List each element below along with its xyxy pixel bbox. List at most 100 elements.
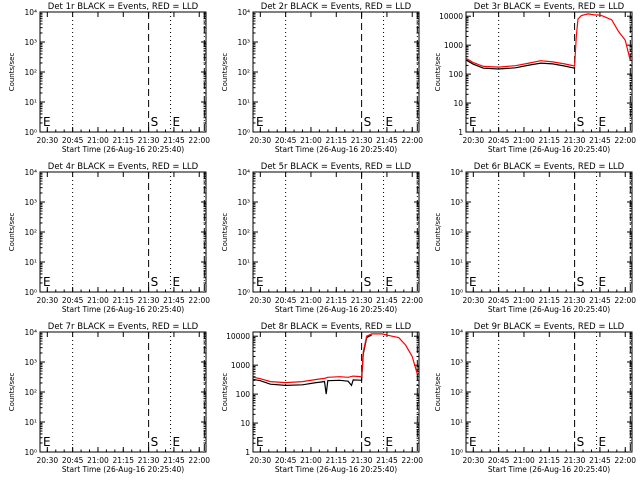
left-marker-label: E [469,115,477,129]
y-tick-label: 10¹ [237,258,250,267]
y-axis-label: Counts/sec [8,213,16,252]
left-marker-label: E [469,275,477,289]
chart-panel: Det 7r BLACK = Events, RED = LLD 10⁰ 10¹ 10… [8,322,210,474]
start-marker-label: S [364,435,372,449]
x-tick-label: 22:00 [188,136,210,145]
y-tick-label: 100 [236,390,251,399]
x-tick-label: 22:00 [188,296,210,305]
x-tick-label: 20:30 [250,296,272,305]
y-tick-label: 10³ [237,198,250,207]
start-marker-label: S [577,275,585,289]
start-marker-label: S [577,115,585,129]
chart-title: Det 5r BLACK = Events, RED = LLD [261,162,412,172]
lld-series-line [253,333,418,384]
chart-title: Det 4r BLACK = Events, RED = LLD [48,162,199,172]
y-tick-label: 10¹ [24,98,37,107]
y-tick-label: 10² [450,388,463,397]
chart-panel: Det 6r BLACK = Events, RED = LLD 10⁰ 10¹ 10… [434,162,636,314]
x-tick-label: 21:30 [564,456,586,465]
x-tick-label: 20:45 [62,136,84,145]
end-marker-label: E [386,275,394,289]
y-tick-label: 10⁰ [450,288,463,297]
end-marker-label: E [173,435,181,449]
plot-frame [465,11,633,133]
start-marker-label: S [151,275,159,289]
chart-panel: Det 4r BLACK = Events, RED = LLD 10⁰ 10¹ 10… [8,162,210,314]
left-marker-label: E [256,275,264,289]
y-tick-label: 10² [24,388,37,397]
x-tick-label: 20:45 [275,296,297,305]
x-tick-label: 21:45 [589,456,611,465]
y-tick-label: 10¹ [450,418,463,427]
y-axis-label: Counts/sec [221,53,229,92]
x-tick-label: 21:45 [589,136,611,145]
y-axis-label: Counts/sec [8,53,16,92]
chart-title: Det 8r BLACK = Events, RED = LLD [261,322,412,332]
plot-frame [252,171,420,293]
y-tick-label: 10² [24,68,37,77]
x-tick-label: 20:30 [250,456,272,465]
x-tick-label: 21:30 [138,456,160,465]
y-tick-label: 10⁴ [450,328,463,337]
x-tick-label: 21:30 [138,136,160,145]
y-tick-label: 1000 [231,361,250,370]
end-marker-label: E [599,115,607,129]
x-tick-label: 20:45 [275,456,297,465]
chart-panel: Det 5r BLACK = Events, RED = LLD 10⁰ 10¹ 10… [221,162,423,314]
y-tick-label: 10³ [450,198,463,207]
y-tick-label: 10⁰ [24,288,37,297]
y-tick-label: 10¹ [237,98,250,107]
x-tick-label: 21:15 [112,136,134,145]
y-axis-label: Counts/sec [8,373,16,412]
x-tick-label: 20:45 [62,296,84,305]
y-tick-label: 10⁴ [450,168,463,177]
events-series-line [466,59,575,70]
y-tick-label: 1000 [444,41,463,50]
start-marker-label: S [364,115,372,129]
x-tick-label: 20:45 [62,456,84,465]
x-tick-label: 21:00 [87,296,109,305]
x-axis-label: Start Time (26-Aug-16 20:25:40) [275,145,397,154]
end-marker-label: E [599,275,607,289]
x-tick-label: 21:15 [112,456,134,465]
x-tick-label: 22:00 [614,296,636,305]
x-tick-label: 21:00 [87,136,109,145]
x-tick-label: 21:15 [538,296,560,305]
x-axis-label: Start Time (26-Aug-16 20:25:40) [488,305,610,314]
y-tick-label: 10⁴ [24,328,37,337]
y-tick-label: 10² [237,228,250,237]
x-tick-label: 21:00 [300,296,322,305]
x-tick-label: 21:00 [87,456,109,465]
chart-panel: Det 1r BLACK = Events, RED = LLD 10⁰ 10¹ 10… [8,2,210,154]
x-tick-label: 22:00 [401,456,423,465]
x-tick-label: 20:45 [488,456,510,465]
x-tick-label: 22:00 [614,456,636,465]
y-tick-label: 10000 [226,332,250,341]
y-tick-label: 10⁰ [24,128,37,137]
x-tick-label: 20:30 [37,136,59,145]
x-tick-label: 21:45 [589,296,611,305]
y-tick-label: 10000 [439,12,463,21]
chart-panel: Det 8r BLACK = Events, RED = LLD 1 10 100 10… [221,322,423,474]
y-tick-label: 10⁰ [237,128,250,137]
x-tick-label: 20:30 [463,136,485,145]
start-marker-label: S [577,435,585,449]
y-tick-label: 10² [450,228,463,237]
x-tick-label: 21:15 [325,296,347,305]
x-tick-label: 21:45 [376,456,398,465]
x-tick-label: 20:30 [463,296,485,305]
end-marker-label: E [173,275,181,289]
chart-panel: Det 9r BLACK = Events, RED = LLD 10⁰ 10¹ 10… [434,322,636,474]
x-tick-label: 21:30 [564,296,586,305]
x-tick-label: 21:30 [351,296,373,305]
y-tick-label: 10 [240,419,250,428]
x-axis-label: Start Time (26-Aug-16 20:25:40) [275,305,397,314]
end-marker-label: E [599,435,607,449]
left-marker-label: E [256,115,264,129]
lld-series-line [466,13,631,68]
y-tick-label: 10⁴ [24,8,37,17]
x-tick-label: 22:00 [614,136,636,145]
left-marker-label: E [256,435,264,449]
y-tick-label: 10¹ [24,258,37,267]
